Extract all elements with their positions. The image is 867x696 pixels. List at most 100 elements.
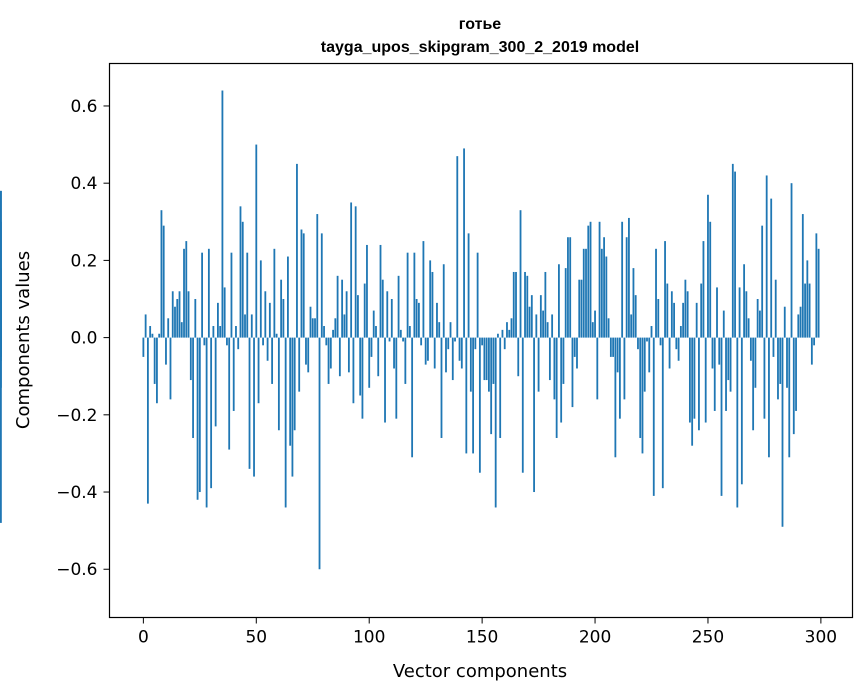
bar <box>670 291 673 338</box>
bar <box>643 337 646 392</box>
bar <box>738 287 741 338</box>
bar <box>250 314 253 338</box>
bar <box>230 252 233 338</box>
bar <box>740 337 743 485</box>
bar <box>438 322 441 338</box>
bar <box>465 337 468 454</box>
bar <box>510 318 513 338</box>
bar <box>456 156 459 338</box>
bar <box>490 337 493 435</box>
bar <box>257 337 260 404</box>
bar <box>594 310 596 338</box>
bar <box>508 329 511 338</box>
bar <box>350 202 353 338</box>
bar <box>255 144 258 338</box>
bar <box>801 214 804 338</box>
bar <box>657 299 660 338</box>
bar <box>370 337 373 357</box>
bar <box>221 90 224 338</box>
bar <box>713 337 716 411</box>
bar <box>684 279 687 338</box>
bar <box>734 171 736 338</box>
bar <box>716 287 718 338</box>
x-tick-label: 200 <box>579 628 611 648</box>
y-tick-label: −0.4 <box>56 483 97 503</box>
bar <box>381 279 384 338</box>
bar <box>632 268 635 338</box>
bar <box>343 314 346 338</box>
bar <box>668 337 671 369</box>
bar <box>296 163 298 338</box>
bar <box>788 337 791 458</box>
bar <box>612 337 615 357</box>
bar <box>494 337 497 508</box>
bar <box>729 337 732 392</box>
bar <box>772 337 775 357</box>
bar <box>558 264 560 338</box>
bar <box>810 337 813 365</box>
bar <box>553 337 556 400</box>
x-tick-label: 150 <box>466 628 498 648</box>
bar <box>797 314 800 338</box>
bar <box>411 337 414 458</box>
x-tick-label: 0 <box>138 628 149 648</box>
y-tick-label: 0.2 <box>70 251 97 271</box>
bar <box>752 337 755 431</box>
bar <box>679 326 682 338</box>
bar <box>375 326 377 338</box>
bar <box>289 337 292 446</box>
bar <box>582 248 585 338</box>
bar <box>630 314 633 338</box>
bar <box>600 248 603 338</box>
bar <box>591 322 594 338</box>
bar <box>156 337 158 404</box>
bar <box>357 295 359 338</box>
chart-title-line2: tayga_upos_skipgram_300_2_2019 model <box>321 39 639 56</box>
x-axis-label: Vector components <box>393 661 567 682</box>
bar <box>402 337 404 342</box>
bar <box>569 237 572 338</box>
bar <box>596 337 599 400</box>
bar <box>761 225 764 338</box>
bar <box>539 295 542 338</box>
bar <box>777 337 779 400</box>
bar <box>183 248 185 338</box>
bar <box>655 248 657 338</box>
bar <box>408 326 411 338</box>
bar <box>287 256 289 338</box>
bar <box>727 337 730 381</box>
bar <box>817 248 820 338</box>
plot-frame <box>108 62 854 619</box>
bar <box>454 337 456 342</box>
bar <box>567 237 569 338</box>
bar <box>0 337 2 388</box>
bar <box>763 337 766 419</box>
y-tick-label: −0.2 <box>56 406 97 426</box>
bar <box>609 337 612 357</box>
bar <box>293 337 296 431</box>
bar <box>307 337 310 373</box>
bar <box>768 337 770 458</box>
bar <box>560 337 563 423</box>
bar <box>463 148 465 338</box>
bar <box>214 337 217 427</box>
bar <box>804 283 806 338</box>
bar <box>555 337 558 438</box>
bar <box>506 322 508 338</box>
bar <box>503 337 506 350</box>
bar <box>248 337 251 469</box>
bar <box>659 337 662 346</box>
bar <box>433 337 436 369</box>
bar <box>722 310 725 338</box>
bar <box>440 337 443 438</box>
bar <box>528 306 531 338</box>
bar <box>429 260 432 338</box>
bar <box>576 337 578 369</box>
y-tick-label: 0.0 <box>70 329 97 349</box>
bar <box>743 264 746 338</box>
bar <box>711 337 714 369</box>
bar <box>0 337 2 523</box>
bar <box>180 322 183 338</box>
bar <box>347 337 350 373</box>
bar <box>273 248 276 338</box>
